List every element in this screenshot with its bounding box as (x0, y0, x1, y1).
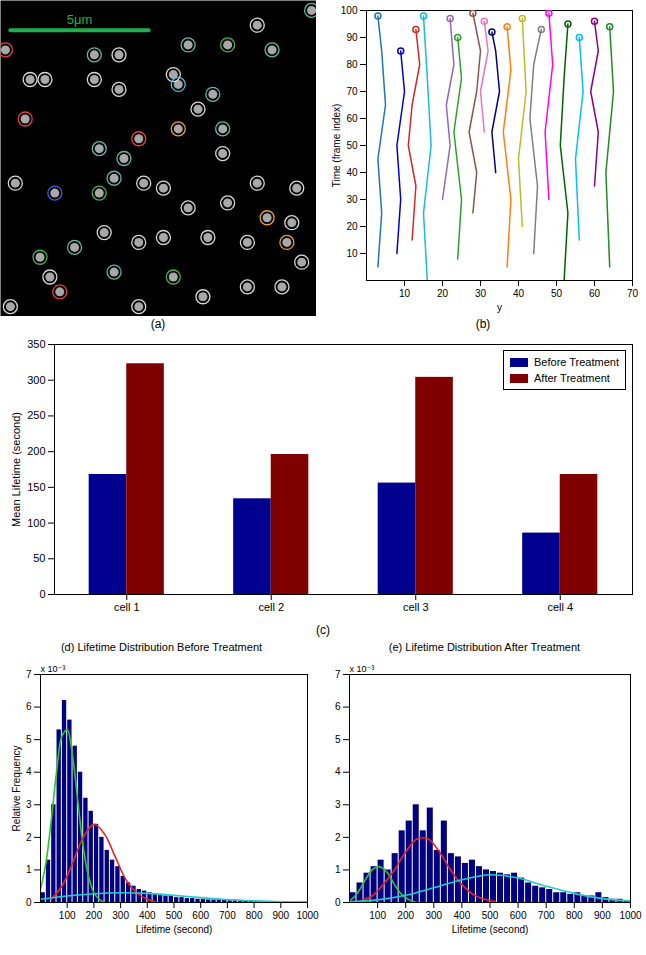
svg-text:cell 3: cell 3 (403, 601, 429, 613)
svg-text:7: 7 (26, 669, 32, 680)
svg-text:2: 2 (26, 832, 32, 843)
svg-text:Mean Lifetime (second): Mean Lifetime (second) (10, 412, 22, 527)
svg-text:Lifetime (second): Lifetime (second) (136, 924, 213, 935)
svg-text:300: 300 (112, 910, 129, 921)
svg-text:x 10⁻³: x 10⁻³ (350, 664, 375, 674)
svg-text:6: 6 (335, 701, 341, 712)
svg-text:600: 600 (510, 910, 527, 921)
svg-text:30: 30 (346, 194, 358, 205)
html-text:(d) Lifetime Distribution Befo: (d) Lifetime Distribution Before Treatme… (60, 641, 263, 653)
html-text:(b): (b) (475, 317, 491, 331)
svg-text:40: 40 (346, 167, 358, 178)
svg-text:80: 80 (346, 59, 358, 70)
svg-text:Relative Frequency: Relative Frequency (11, 745, 22, 831)
svg-text:4: 4 (26, 766, 32, 777)
svg-text:y: y (497, 302, 502, 313)
svg-text:1: 1 (26, 864, 32, 875)
svg-text:0: 0 (26, 897, 32, 908)
svg-text:100: 100 (27, 517, 45, 529)
svg-text:1: 1 (335, 864, 341, 875)
svg-text:350: 350 (27, 338, 45, 350)
svg-text:0: 0 (335, 897, 341, 908)
svg-text:60: 60 (346, 113, 358, 124)
svg-text:Time (frame index): Time (frame index) (331, 104, 342, 188)
svg-text:5: 5 (335, 734, 341, 745)
svg-text:3: 3 (335, 799, 341, 810)
svg-text:150: 150 (27, 481, 45, 493)
svg-text:200: 200 (86, 910, 103, 921)
svg-text:900: 900 (594, 910, 611, 921)
html-text:(e) Lifetime Distribution Afte: (e) Lifetime Distribution After Treatmen… (388, 641, 581, 653)
svg-text:cell 1: cell 1 (114, 601, 140, 613)
svg-text:500: 500 (482, 910, 499, 921)
svg-text:0: 0 (39, 588, 45, 600)
svg-text:100: 100 (369, 910, 386, 921)
svg-text:200: 200 (27, 445, 45, 457)
svg-text:500: 500 (166, 910, 183, 921)
svg-text:cell 2: cell 2 (258, 601, 284, 613)
svg-text:300: 300 (27, 374, 45, 386)
svg-text:20: 20 (437, 288, 449, 299)
svg-text:20: 20 (346, 221, 358, 232)
svg-text:70: 70 (346, 86, 358, 97)
svg-text:2: 2 (335, 832, 341, 843)
svg-text:800: 800 (566, 910, 583, 921)
svg-text:5: 5 (26, 734, 32, 745)
svg-text:700: 700 (219, 910, 236, 921)
svg-text:5μm: 5μm (67, 12, 93, 27)
html-text:(a): (a) (150, 317, 166, 331)
svg-text:x 10⁻³: x 10⁻³ (41, 664, 66, 674)
svg-text:7: 7 (335, 669, 341, 680)
svg-text:50: 50 (551, 288, 563, 299)
svg-text:60: 60 (589, 288, 601, 299)
svg-text:250: 250 (27, 409, 45, 421)
svg-text:Lifetime (second): Lifetime (second) (452, 924, 529, 935)
svg-text:400: 400 (139, 910, 156, 921)
svg-text:50: 50 (33, 552, 45, 564)
svg-text:40: 40 (513, 288, 525, 299)
svg-text:900: 900 (272, 910, 289, 921)
svg-text:800: 800 (246, 910, 263, 921)
html-text:(c): (c) (316, 623, 330, 637)
svg-text:3: 3 (26, 799, 32, 810)
svg-text:400: 400 (454, 910, 471, 921)
svg-text:600: 600 (192, 910, 209, 921)
html-text:Before Treatment: Before Treatment (534, 356, 619, 368)
svg-text:700: 700 (538, 910, 555, 921)
svg-text:300: 300 (425, 910, 442, 921)
svg-text:70: 70 (627, 288, 639, 299)
svg-text:10: 10 (399, 288, 411, 299)
svg-text:100: 100 (341, 5, 358, 16)
svg-text:6: 6 (26, 701, 32, 712)
svg-text:cell 4: cell 4 (547, 601, 573, 613)
svg-text:30: 30 (475, 288, 487, 299)
svg-text:100: 100 (59, 910, 76, 921)
svg-text:1000: 1000 (296, 910, 319, 921)
html-text:After Treatment: After Treatment (534, 372, 610, 384)
svg-text:1000: 1000 (619, 910, 642, 921)
svg-text:10: 10 (346, 248, 358, 259)
svg-text:200: 200 (397, 910, 414, 921)
svg-text:90: 90 (346, 32, 358, 43)
svg-text:4: 4 (335, 766, 341, 777)
svg-text:50: 50 (346, 140, 358, 151)
